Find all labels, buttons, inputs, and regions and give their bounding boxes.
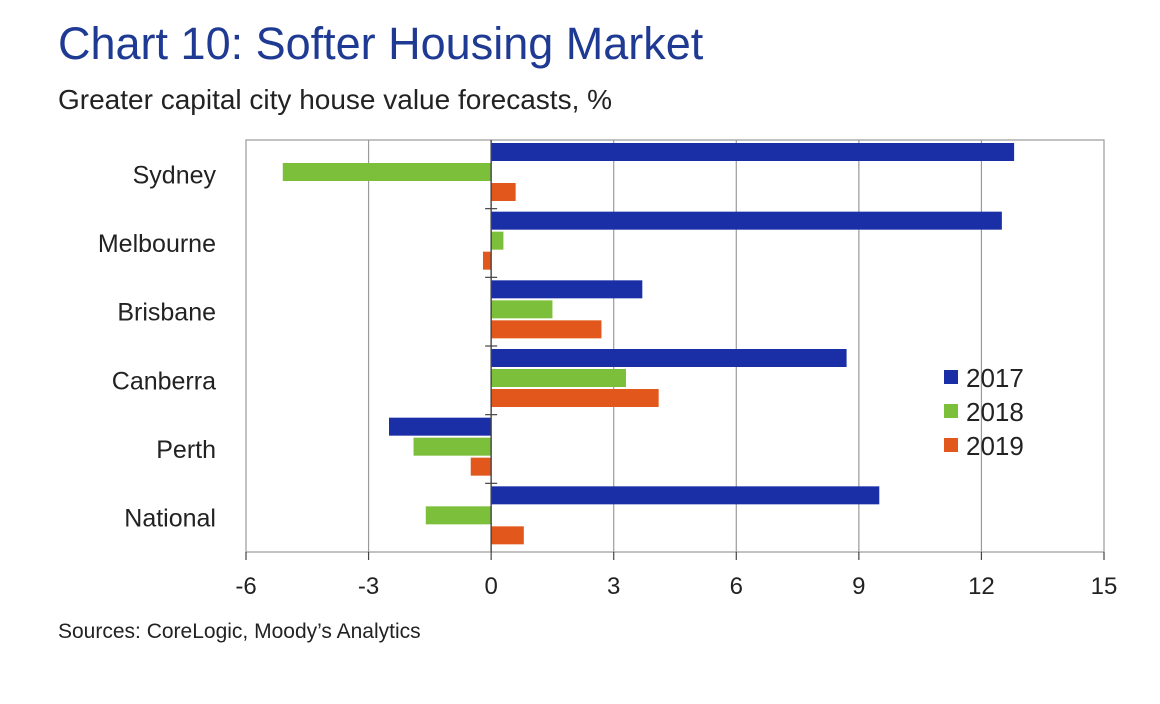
category-label-perth: Perth xyxy=(156,436,216,464)
bar-melbourne-2019 xyxy=(482,251,492,270)
bar-canberra-2019 xyxy=(491,389,659,407)
bar-sydney-2018 xyxy=(282,163,492,181)
bar-melbourne-2018 xyxy=(491,231,504,250)
legend-swatch-2019 xyxy=(944,438,958,452)
bar-sydney-2019 xyxy=(491,183,516,201)
bar-brisbane-2019 xyxy=(491,320,602,339)
x-tick-label: -6 xyxy=(235,573,256,600)
chart-subtitle: Greater capital city house value forecas… xyxy=(58,84,613,115)
category-label-national: National xyxy=(124,505,216,533)
bar-canberra-2018 xyxy=(491,369,626,387)
legend-swatch-2017 xyxy=(944,370,958,384)
x-tick-label: 15 xyxy=(1091,573,1118,600)
category-label-canberra: Canberra xyxy=(112,367,216,395)
legend-swatch-2018 xyxy=(944,404,958,418)
x-tick-label: 0 xyxy=(484,573,497,600)
bar-canberra-2017 xyxy=(491,349,847,367)
x-tick-label: 3 xyxy=(607,573,620,600)
bar-perth-2017 xyxy=(389,417,492,436)
bar-perth-2018 xyxy=(413,437,492,456)
bar-national-2017 xyxy=(491,486,880,505)
legend-label-2017: 2017 xyxy=(966,363,1024,393)
category-label-brisbane: Brisbane xyxy=(117,299,216,327)
bar-national-2018 xyxy=(425,506,492,525)
source-note: Sources: CoreLogic, Moody’s Analytics xyxy=(58,620,421,643)
bar-perth-2019 xyxy=(470,457,492,476)
x-tick-label: 6 xyxy=(730,573,743,600)
x-tick-label: 9 xyxy=(852,573,865,600)
legend-label-2019: 2019 xyxy=(966,431,1024,461)
legend-label-2018: 2018 xyxy=(966,397,1024,427)
category-label-melbourne: Melbourne xyxy=(98,230,216,258)
bar-brisbane-2018 xyxy=(491,300,553,319)
bar-melbourne-2017 xyxy=(491,211,1002,230)
bar-brisbane-2017 xyxy=(491,280,643,299)
bar-national-2019 xyxy=(491,526,524,545)
chart-title: Chart 10: Softer Housing Market xyxy=(58,18,704,69)
x-tick-label: -3 xyxy=(358,573,379,600)
bar-sydney-2017 xyxy=(491,143,1015,161)
plot-frame xyxy=(245,139,1105,553)
x-tick-label: 12 xyxy=(968,573,995,600)
category-label-sydney: Sydney xyxy=(133,161,217,189)
